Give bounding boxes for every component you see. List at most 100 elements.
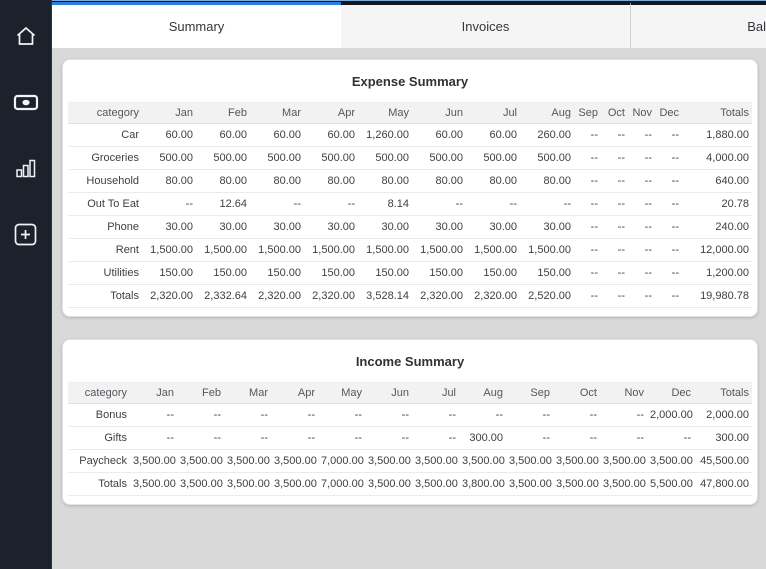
cell-value: 500.00 — [375, 152, 409, 164]
cell-value: 80.00 — [273, 175, 301, 187]
cell-value: -- — [644, 175, 652, 187]
column-header: category — [96, 107, 139, 119]
cell-value: -- — [542, 432, 550, 444]
cell-value: -- — [644, 290, 652, 302]
cell-value: 3,500.00 — [603, 478, 646, 490]
row-category: Utilities — [103, 267, 139, 279]
cell-value: 1,500.00 — [204, 244, 247, 256]
sidebar-item-reports[interactable] — [12, 156, 40, 180]
column-header: Jan — [156, 387, 174, 399]
row-category: Gifts — [104, 432, 127, 444]
cell-value: 2,320.00 — [150, 290, 193, 302]
tab-bar: Summary Invoices Bal — [52, 0, 766, 48]
cell-value: 60.00 — [327, 129, 355, 141]
cell-value: -- — [590, 244, 598, 256]
cell-value: -- — [589, 432, 597, 444]
cell-value: -- — [166, 409, 174, 421]
cell-value: 1,500.00 — [474, 244, 517, 256]
cell-value: 19,980.78 — [700, 290, 749, 302]
cell-value: -- — [671, 267, 679, 279]
row-category: Totals — [110, 290, 139, 302]
cell-value: 3,500.00 — [556, 455, 599, 467]
sidebar-item-home[interactable] — [12, 24, 40, 48]
cell-value: 47,800.00 — [700, 478, 749, 490]
cell-value: 2,320.00 — [258, 290, 301, 302]
tab-summary[interactable]: Summary — [52, 2, 341, 48]
expense-summary-table: category Jan Feb Mar Apr May Jun Jul Aug Sep Oct No… — [68, 102, 752, 308]
column-header: Jun — [445, 107, 463, 119]
cell-value: 500.00 — [159, 152, 193, 164]
cell-value: 240.00 — [715, 221, 749, 233]
bar-chart-icon — [14, 157, 38, 179]
table-row: Household 80.00 80.00 80.00 80.00 80.00 80.00 8… — [68, 170, 752, 193]
sidebar — [0, 0, 52, 569]
income-summary-table: category Jan Feb Mar Apr May Jun Jul Aug Sep Oct No… — [68, 382, 752, 496]
cell-value: 3,800.00 — [462, 478, 505, 490]
column-header: Dec — [671, 387, 691, 399]
cell-value: 1,260.00 — [366, 129, 409, 141]
cell-value: 2,332.64 — [204, 290, 247, 302]
column-header: Nov — [624, 387, 644, 399]
cell-value: -- — [509, 198, 517, 210]
cell-value: -- — [671, 175, 679, 187]
cell-value: -- — [617, 244, 625, 256]
sidebar-item-accounts[interactable] — [12, 90, 40, 114]
cell-value: 60.00 — [435, 129, 463, 141]
cell-value: 12.64 — [219, 198, 247, 210]
cell-value: 150.00 — [321, 267, 355, 279]
cell-value: 3,500.00 — [415, 455, 458, 467]
expense-summary-title: Expense Summary — [351, 74, 469, 89]
cell-value: 3,500.00 — [180, 455, 223, 467]
cell-value: 80.00 — [219, 175, 247, 187]
cell-value: 45,500.00 — [700, 455, 749, 467]
column-header: Feb — [228, 107, 247, 119]
cell-value: 1,500.00 — [150, 244, 193, 256]
cell-value: 80.00 — [543, 175, 571, 187]
table-row: Bonus -- -- -- -- -- -- -- -- -- -- -- 2,000.00 2,000… — [68, 404, 752, 427]
cell-value: 3,500.00 — [227, 455, 270, 467]
cell-value: 7,000.00 — [321, 455, 364, 467]
cell-value: 3,500.00 — [650, 455, 693, 467]
cell-value: -- — [590, 267, 598, 279]
cell-value: 3,500.00 — [462, 455, 505, 467]
column-header: Apr — [337, 107, 355, 119]
cell-value: 3,500.00 — [509, 478, 552, 490]
cell-value: 300.00 — [715, 432, 749, 444]
cell-value: 2,320.00 — [420, 290, 463, 302]
cell-value: -- — [260, 409, 268, 421]
table-header-row: category Jan Feb Mar Apr May Jun Jul Aug Sep Oct No… — [68, 102, 752, 124]
cell-value: 1,500.00 — [258, 244, 301, 256]
cash-icon — [13, 91, 39, 113]
tab-invoices[interactable]: Invoices — [341, 2, 631, 48]
cell-value: -- — [448, 409, 456, 421]
cell-value: -- — [636, 432, 644, 444]
cell-value: -- — [354, 432, 362, 444]
cell-value: 500.00 — [429, 152, 463, 164]
cell-value: 2,000.00 — [706, 409, 749, 421]
cell-value: 150.00 — [483, 267, 517, 279]
cell-value: -- — [563, 198, 571, 210]
table-row: Paycheck 3,500.00 3,500.00 3,500.00 3,500.00… — [68, 450, 752, 473]
cell-value: 3,500.00 — [556, 478, 599, 490]
cell-value: 300.00 — [469, 432, 503, 444]
tab-balances-label: Bal — [747, 19, 766, 34]
cell-value: 60.00 — [219, 129, 247, 141]
cell-value: 30.00 — [381, 221, 409, 233]
cell-value: -- — [617, 175, 625, 187]
cell-value: 4,000.00 — [706, 152, 749, 164]
cell-value: 30.00 — [273, 221, 301, 233]
cell-value: 640.00 — [715, 175, 749, 187]
row-category: Paycheck — [79, 455, 127, 467]
row-category: Totals — [98, 478, 127, 490]
sidebar-item-add[interactable] — [12, 222, 40, 246]
table-row: Rent 1,500.00 1,500.00 1,500.00 1,500.00 1,50… — [68, 239, 752, 262]
cell-value: 260.00 — [537, 129, 571, 141]
cell-value: -- — [185, 198, 193, 210]
tab-balances[interactable]: Bal — [631, 2, 766, 48]
cell-value: 500.00 — [213, 152, 247, 164]
cell-value: -- — [590, 198, 598, 210]
income-summary-card: Income Summary category Jan Feb Mar Apr May Ju… — [62, 339, 758, 505]
cell-value: 3,500.00 — [133, 478, 176, 490]
cell-value: -- — [644, 221, 652, 233]
cell-value: 3,528.14 — [366, 290, 409, 302]
